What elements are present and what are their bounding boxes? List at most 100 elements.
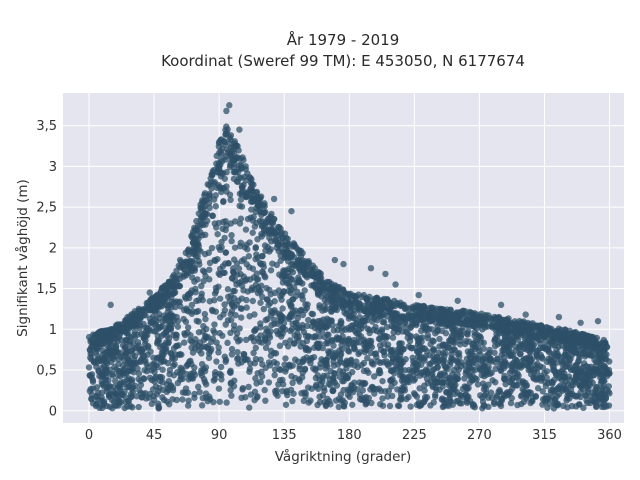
x-tick-label: 180	[337, 428, 362, 443]
data-point	[247, 391, 255, 398]
data-point	[506, 337, 513, 344]
data-point	[353, 330, 360, 337]
data-point	[304, 271, 312, 279]
data-point	[305, 347, 312, 354]
data-point	[215, 243, 222, 251]
data-point	[115, 402, 122, 409]
data-point	[231, 244, 239, 251]
data-point	[233, 178, 241, 185]
data-point	[390, 329, 397, 336]
data-point	[206, 298, 213, 305]
data-point	[291, 340, 298, 347]
data-point	[88, 350, 96, 358]
data-point	[138, 346, 146, 353]
data-point	[162, 348, 170, 355]
data-point	[92, 402, 100, 410]
data-point	[328, 317, 335, 324]
data-point	[287, 303, 295, 310]
data-point	[488, 322, 495, 330]
data-point	[396, 364, 404, 371]
data-point	[289, 268, 297, 276]
data-point	[231, 303, 238, 310]
data-point	[379, 395, 386, 402]
y-axis-ticks: 0 0,5 1 1,5 2 2,5 3 3,5	[36, 119, 57, 419]
data-point	[508, 394, 515, 402]
data-point	[227, 329, 234, 337]
data-point	[580, 360, 588, 367]
data-point	[365, 369, 372, 376]
data-point	[282, 355, 289, 362]
data-point	[569, 336, 577, 344]
data-point	[230, 163, 238, 171]
data-point	[424, 379, 432, 387]
data-point	[392, 309, 399, 317]
data-point	[243, 304, 250, 311]
data-point	[236, 126, 243, 133]
data-point	[347, 386, 354, 393]
data-point	[246, 365, 254, 373]
data-point	[541, 333, 548, 340]
data-point	[168, 298, 176, 306]
data-point	[289, 260, 297, 268]
data-point	[361, 380, 368, 388]
data-point	[574, 335, 581, 343]
data-point	[567, 346, 575, 353]
data-point	[195, 383, 202, 391]
data-point	[412, 366, 419, 374]
data-point	[191, 345, 199, 352]
data-point	[543, 368, 551, 375]
data-point	[233, 142, 240, 150]
data-point	[411, 344, 418, 352]
data-point	[510, 359, 517, 367]
data-point	[300, 355, 307, 363]
data-point	[472, 343, 479, 351]
data-point	[463, 330, 471, 337]
data-point	[211, 321, 218, 328]
data-point	[228, 232, 235, 239]
data-point	[237, 314, 245, 321]
data-point	[409, 303, 416, 311]
data-point	[203, 394, 210, 401]
data-point	[349, 401, 356, 408]
data-point	[174, 369, 181, 376]
data-point	[299, 292, 306, 299]
data-point	[330, 342, 337, 349]
data-point	[542, 382, 550, 390]
y-tick-label: 3,5	[36, 119, 57, 134]
data-point	[169, 355, 176, 363]
data-point	[316, 304, 323, 311]
data-point	[325, 331, 332, 339]
data-point	[312, 366, 319, 374]
data-point	[379, 377, 386, 385]
data-point	[412, 360, 420, 367]
data-point	[238, 203, 246, 210]
data-point	[416, 352, 424, 360]
data-point	[309, 311, 317, 318]
data-point	[527, 329, 534, 337]
data-point	[222, 249, 229, 256]
data-point	[98, 401, 106, 409]
data-point	[296, 378, 303, 385]
data-point	[128, 376, 136, 383]
y-tick-label: 2	[49, 241, 57, 256]
data-point	[473, 316, 480, 323]
data-point	[565, 373, 573, 380]
data-point	[142, 312, 149, 319]
data-point	[188, 232, 195, 240]
data-point	[477, 351, 484, 358]
data-point	[146, 289, 153, 296]
data-point	[198, 293, 205, 300]
data-point	[234, 271, 241, 278]
data-point	[561, 351, 568, 359]
data-point	[429, 337, 436, 344]
data-point	[285, 287, 292, 295]
data-point	[135, 370, 143, 377]
data-point	[454, 364, 461, 371]
data-point	[555, 390, 563, 398]
data-point	[329, 387, 336, 394]
data-point	[226, 102, 233, 109]
data-point	[305, 316, 312, 324]
data-point	[485, 394, 492, 401]
data-point	[555, 313, 563, 321]
data-point	[387, 300, 394, 307]
